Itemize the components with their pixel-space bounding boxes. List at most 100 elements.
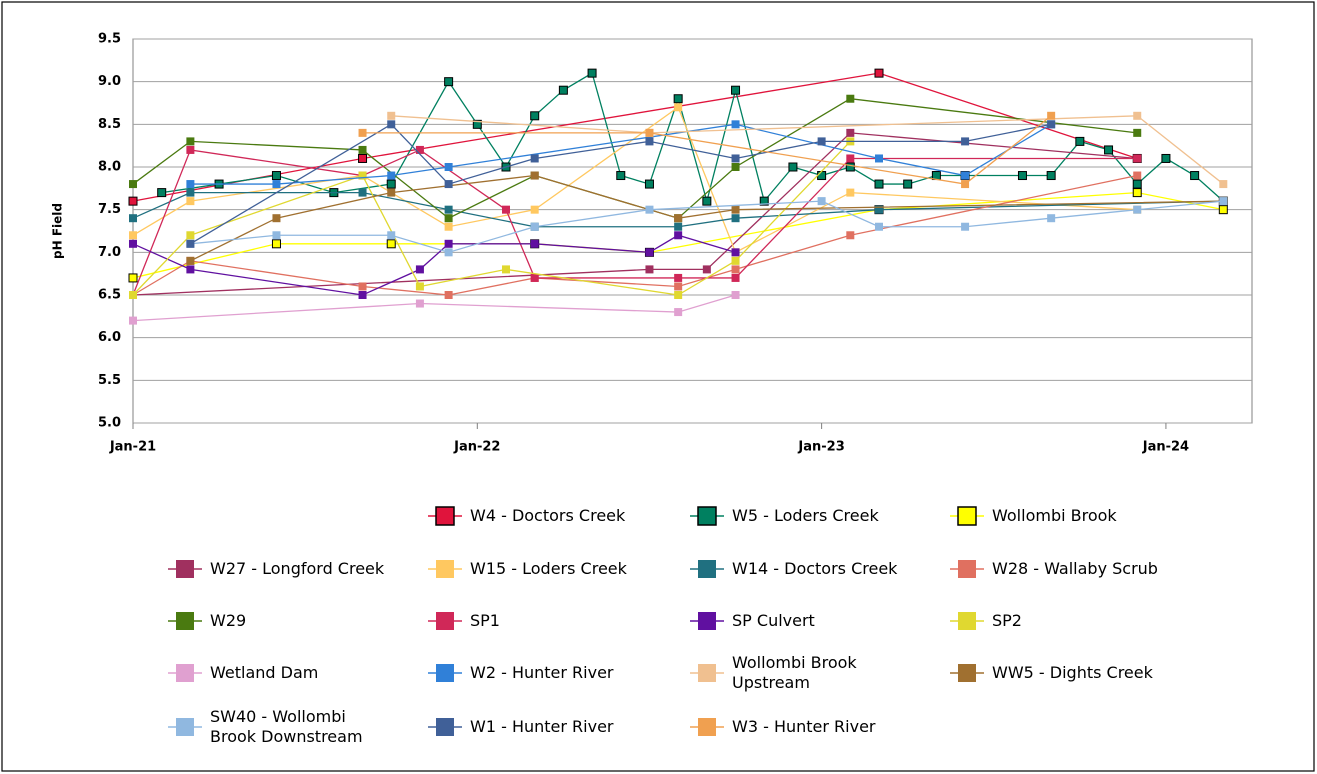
marker [788, 162, 798, 172]
legend-marker [958, 612, 976, 630]
marker [875, 222, 883, 231]
series-line [391, 115, 1224, 185]
marker [846, 128, 855, 137]
plot-area [132, 38, 1253, 424]
marker [961, 137, 970, 146]
marker [674, 273, 683, 282]
marker [444, 77, 454, 87]
series-line [161, 72, 1224, 204]
marker [272, 231, 281, 240]
y-tick-label: 6.0 [98, 330, 121, 345]
marker [846, 231, 855, 240]
marker [674, 231, 683, 240]
legend-marker [436, 664, 454, 682]
marker [1219, 197, 1228, 206]
marker [186, 256, 195, 265]
legend-label: W2 - Hunter River [470, 663, 614, 682]
x-tick-label: Jan-23 [797, 440, 844, 455]
marker [731, 248, 740, 257]
series-line [132, 140, 851, 296]
marker [358, 188, 367, 197]
legend-marker [436, 560, 454, 578]
marker [903, 179, 913, 189]
marker [674, 308, 683, 317]
legend-label: W14 - Doctors Creek [732, 559, 898, 578]
marker [530, 222, 539, 231]
legend-label: W28 - Wallaby Scrub [992, 559, 1158, 578]
legend-label: W5 - Loders Creek [732, 506, 879, 525]
marker [128, 273, 138, 283]
marker [186, 137, 195, 146]
y-tick-label: 7.0 [98, 245, 121, 260]
x-tick-label: Jan-24 [1142, 440, 1189, 455]
legend-label: W3 - Hunter River [732, 717, 876, 736]
y-axis-label: pH Field [51, 203, 65, 259]
legend-label: W1 - Hunter River [470, 717, 614, 736]
marker [817, 171, 827, 181]
marker [530, 205, 539, 214]
legend-marker [176, 718, 194, 736]
marker [387, 111, 396, 120]
marker [186, 180, 195, 189]
marker [759, 196, 769, 206]
marker [731, 120, 740, 129]
marker [731, 256, 740, 265]
marker [530, 239, 539, 248]
marker [358, 282, 367, 291]
marker [616, 171, 626, 181]
marker [674, 291, 683, 299]
marker [386, 179, 396, 189]
marker [444, 248, 453, 257]
marker [1132, 188, 1142, 198]
marker [1161, 153, 1171, 163]
marker [129, 316, 137, 325]
marker [645, 248, 654, 257]
marker [358, 171, 367, 180]
legend-marker [176, 664, 194, 682]
marker [358, 128, 367, 137]
marker [702, 196, 712, 206]
legend-label: Wetland Dam [210, 663, 319, 682]
marker [386, 239, 396, 249]
marker [1218, 205, 1228, 215]
marker [502, 205, 510, 214]
marker [731, 214, 740, 223]
marker [530, 111, 540, 121]
marker [129, 239, 137, 248]
marker [1133, 154, 1142, 163]
marker [1047, 120, 1056, 129]
marker [846, 154, 855, 163]
marker [272, 214, 281, 223]
legend-marker [958, 664, 976, 682]
marker [1017, 171, 1027, 181]
marker [444, 214, 453, 223]
marker [129, 231, 137, 240]
y-tick-label: 5.5 [98, 373, 121, 388]
marker [731, 163, 740, 171]
legend-marker [957, 506, 977, 526]
marker [358, 153, 368, 163]
marker [415, 145, 424, 154]
marker [645, 128, 654, 137]
y-tick-label: 7.5 [98, 202, 121, 217]
y-tick-label: 9.0 [98, 74, 121, 89]
marker [530, 273, 539, 282]
marker [645, 265, 654, 274]
legend-label: W15 - Loders Creek [470, 559, 627, 578]
x-tick-label: Jan-21 [109, 440, 156, 455]
marker [502, 265, 510, 274]
legend-label: SP2 [992, 611, 1022, 630]
legend-label: SP1 [470, 611, 500, 630]
marker [186, 231, 195, 240]
marker [186, 145, 195, 154]
marker [272, 180, 281, 189]
marker [129, 291, 137, 299]
marker [129, 214, 137, 223]
legend-marker [698, 560, 716, 578]
legend-label: WW5 - Dights Creek [992, 663, 1153, 682]
legend-label: W29 [210, 611, 247, 630]
marker [1047, 214, 1056, 223]
marker [186, 188, 195, 197]
legend-marker [958, 560, 976, 578]
